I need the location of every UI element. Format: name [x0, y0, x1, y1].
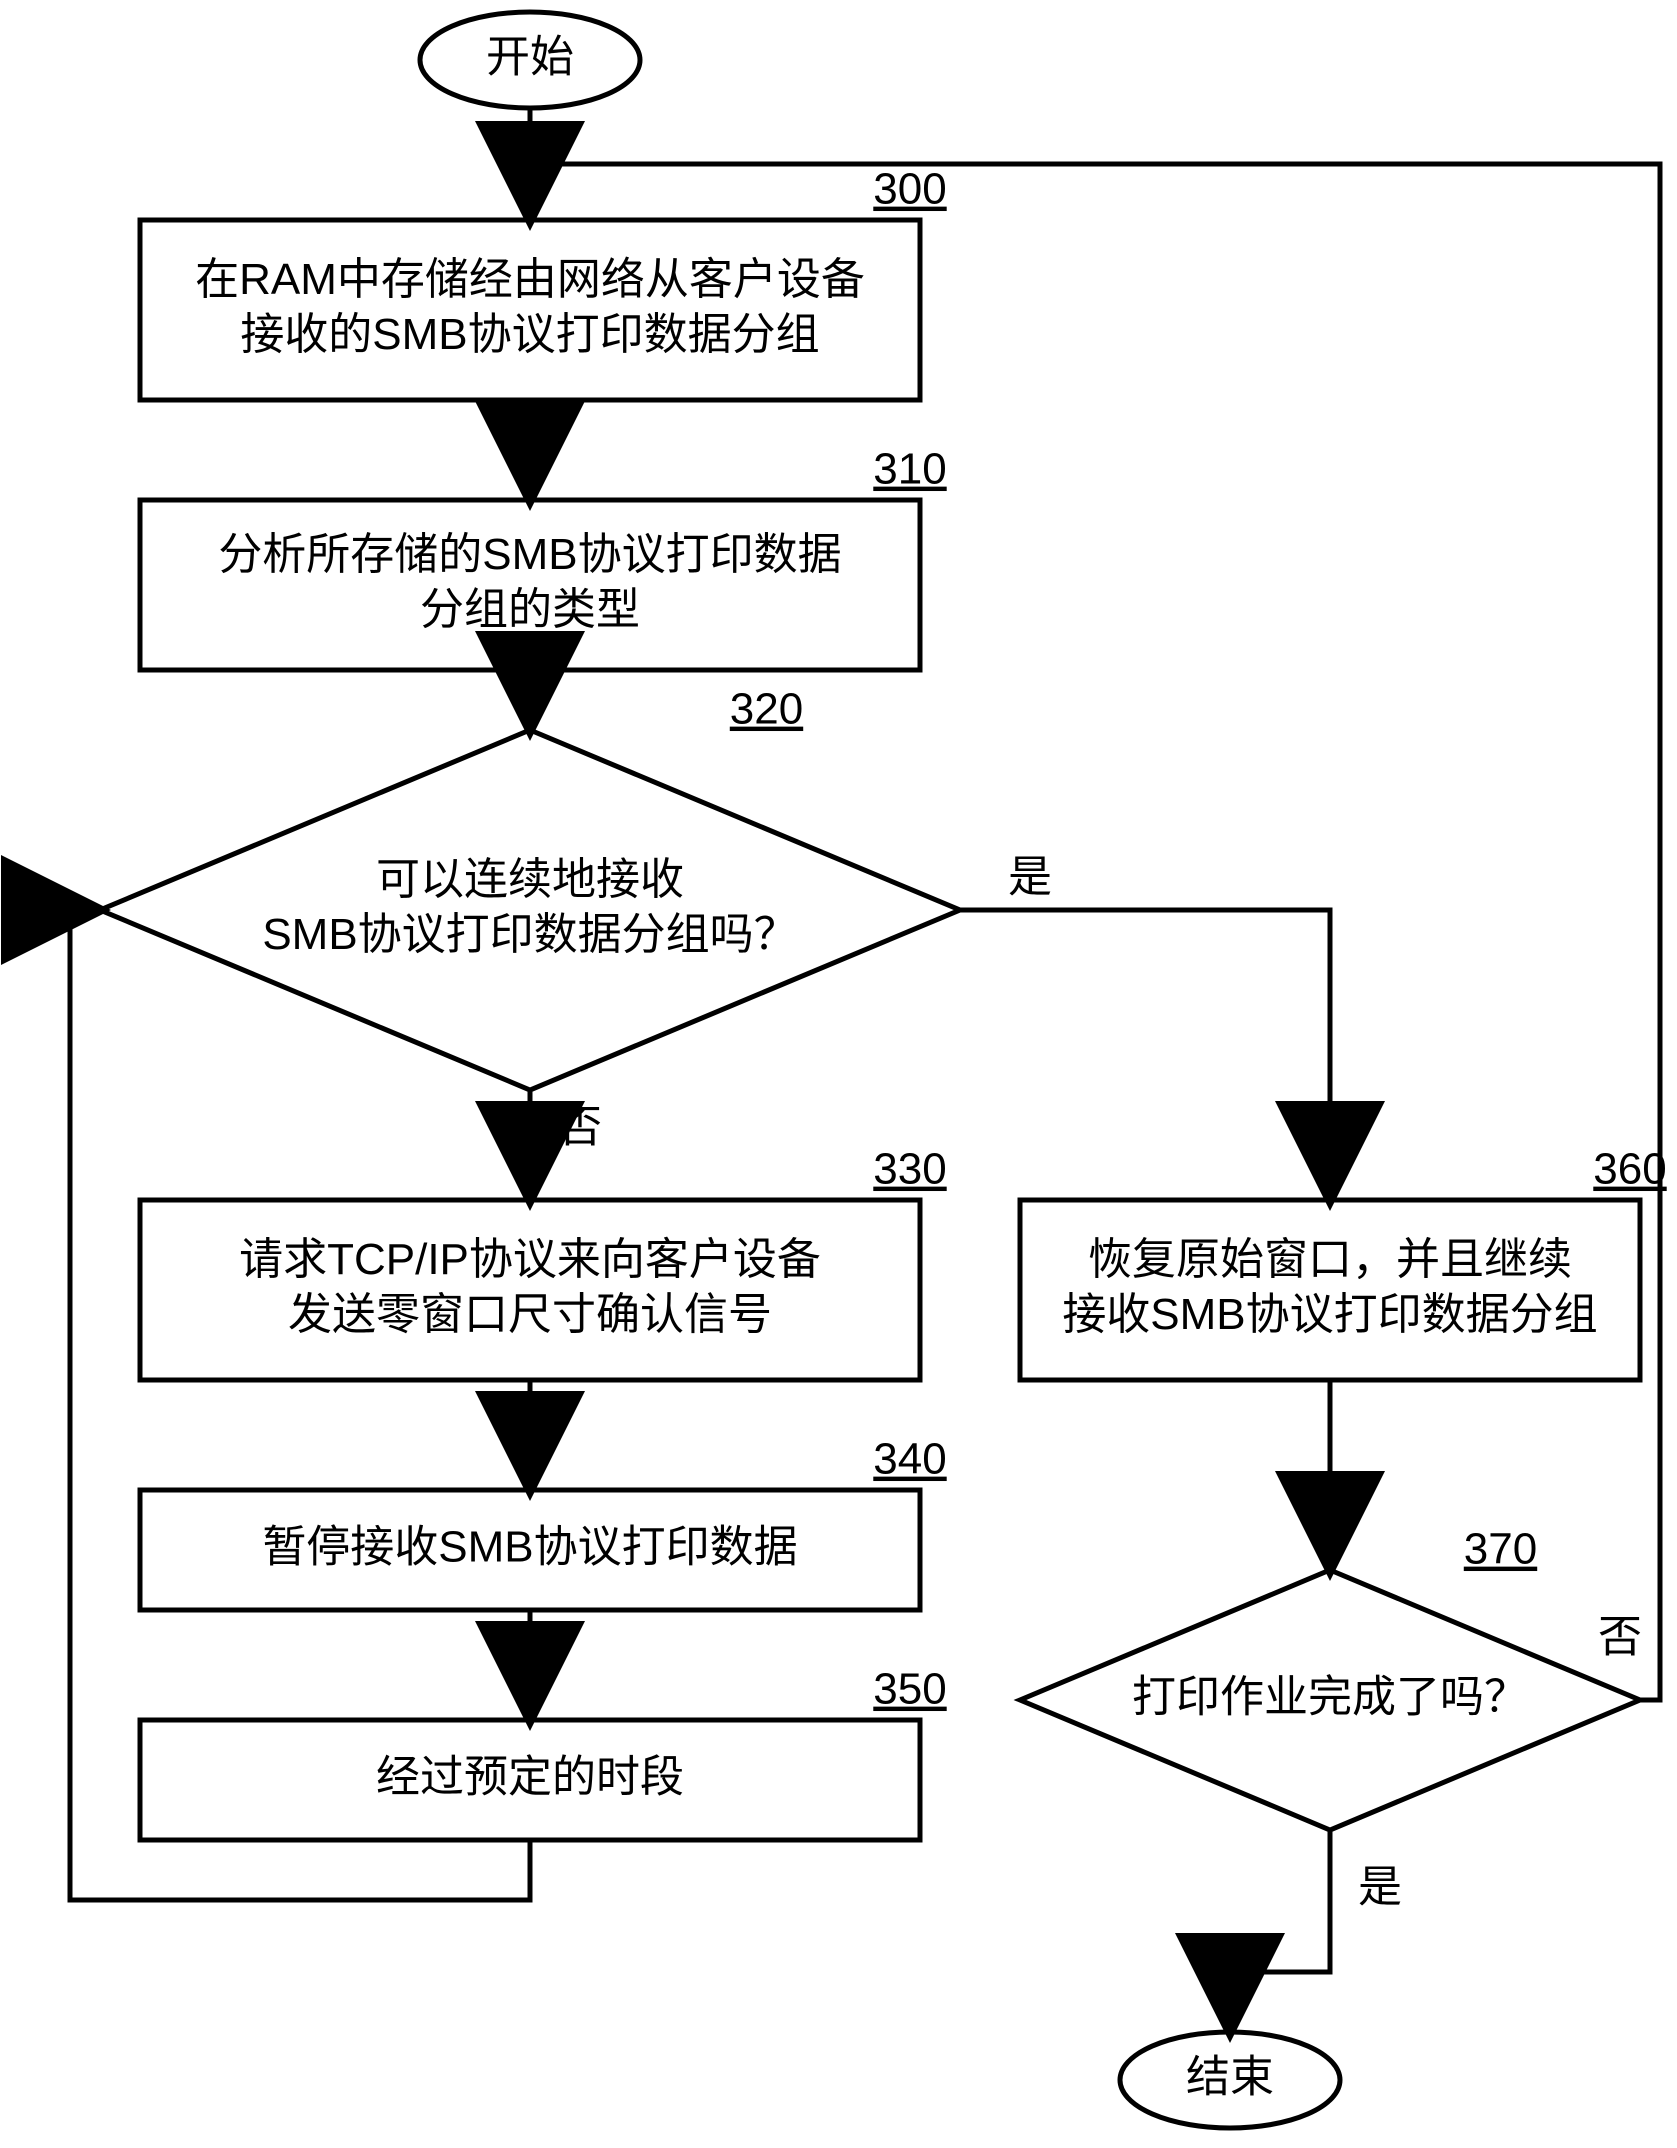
- process-350: 经过预定的时段 350: [140, 1665, 947, 1840]
- svg-text:340: 340: [873, 1435, 946, 1484]
- process-340: 暂停接收SMB协议打印数据 340: [140, 1435, 947, 1610]
- terminal-end-label: 结束: [1186, 2053, 1274, 2102]
- edge-label-370-yes: 是: [1358, 1863, 1402, 1912]
- edge-label-370-no: 否: [1598, 1613, 1642, 1662]
- terminal-start-label: 开始: [486, 33, 574, 82]
- svg-text:300: 300: [873, 165, 946, 214]
- edge-label-320-no: 否: [558, 1103, 602, 1152]
- svg-text:请求TCP/IP协议来向客户设备: 请求TCP/IP协议来向客户设备: [239, 1235, 821, 1284]
- svg-text:310: 310: [873, 445, 946, 494]
- decision-320: 可以连续地接收 SMB协议打印数据分组吗？ 320: [100, 685, 960, 1090]
- svg-text:320: 320: [730, 685, 803, 734]
- terminal-end: 结束: [1120, 2032, 1340, 2128]
- svg-text:接收SMB协议打印数据分组: 接收SMB协议打印数据分组: [1062, 1290, 1597, 1339]
- svg-text:可以连续地接收: 可以连续地接收: [376, 855, 684, 904]
- svg-text:发送零窗口尺寸确认信号: 发送零窗口尺寸确认信号: [288, 1290, 772, 1339]
- svg-text:分析所存储的SMB协议打印数据: 分析所存储的SMB协议打印数据: [218, 530, 841, 579]
- svg-text:360: 360: [1593, 1145, 1666, 1194]
- svg-text:打印作业完成了吗？: 打印作业完成了吗？: [1132, 1673, 1528, 1722]
- process-310: 分析所存储的SMB协议打印数据分组的类型 310: [140, 445, 947, 670]
- svg-text:接收的SMB协议打印数据分组: 接收的SMB协议打印数据分组: [240, 310, 819, 359]
- process-360: 恢复原始窗口，并且继续接收SMB协议打印数据分组 360: [1020, 1145, 1667, 1380]
- svg-text:在RAM中存储经由网络从客户设备: 在RAM中存储经由网络从客户设备: [195, 255, 865, 304]
- terminal-start: 开始: [420, 12, 640, 108]
- decision-370: 打印作业完成了吗？ 370: [1020, 1525, 1640, 1830]
- svg-text:SMB协议打印数据分组吗？: SMB协议打印数据分组吗？: [262, 910, 797, 959]
- process-330: 请求TCP/IP协议来向客户设备发送零窗口尺寸确认信号 330: [140, 1145, 947, 1380]
- edge-label-320-yes: 是: [1008, 853, 1052, 902]
- svg-text:经过预定的时段: 经过预定的时段: [376, 1753, 684, 1802]
- svg-text:350: 350: [873, 1665, 946, 1714]
- svg-text:330: 330: [873, 1145, 946, 1194]
- svg-text:分组的类型: 分组的类型: [420, 585, 640, 634]
- svg-text:370: 370: [1464, 1525, 1537, 1574]
- svg-text:暂停接收SMB协议打印数据: 暂停接收SMB协议打印数据: [262, 1523, 797, 1572]
- process-300: 在RAM中存储经由网络从客户设备接收的SMB协议打印数据分组 300: [140, 165, 947, 400]
- svg-text:恢复原始窗口，并且继续: 恢复原始窗口，并且继续: [1088, 1235, 1572, 1284]
